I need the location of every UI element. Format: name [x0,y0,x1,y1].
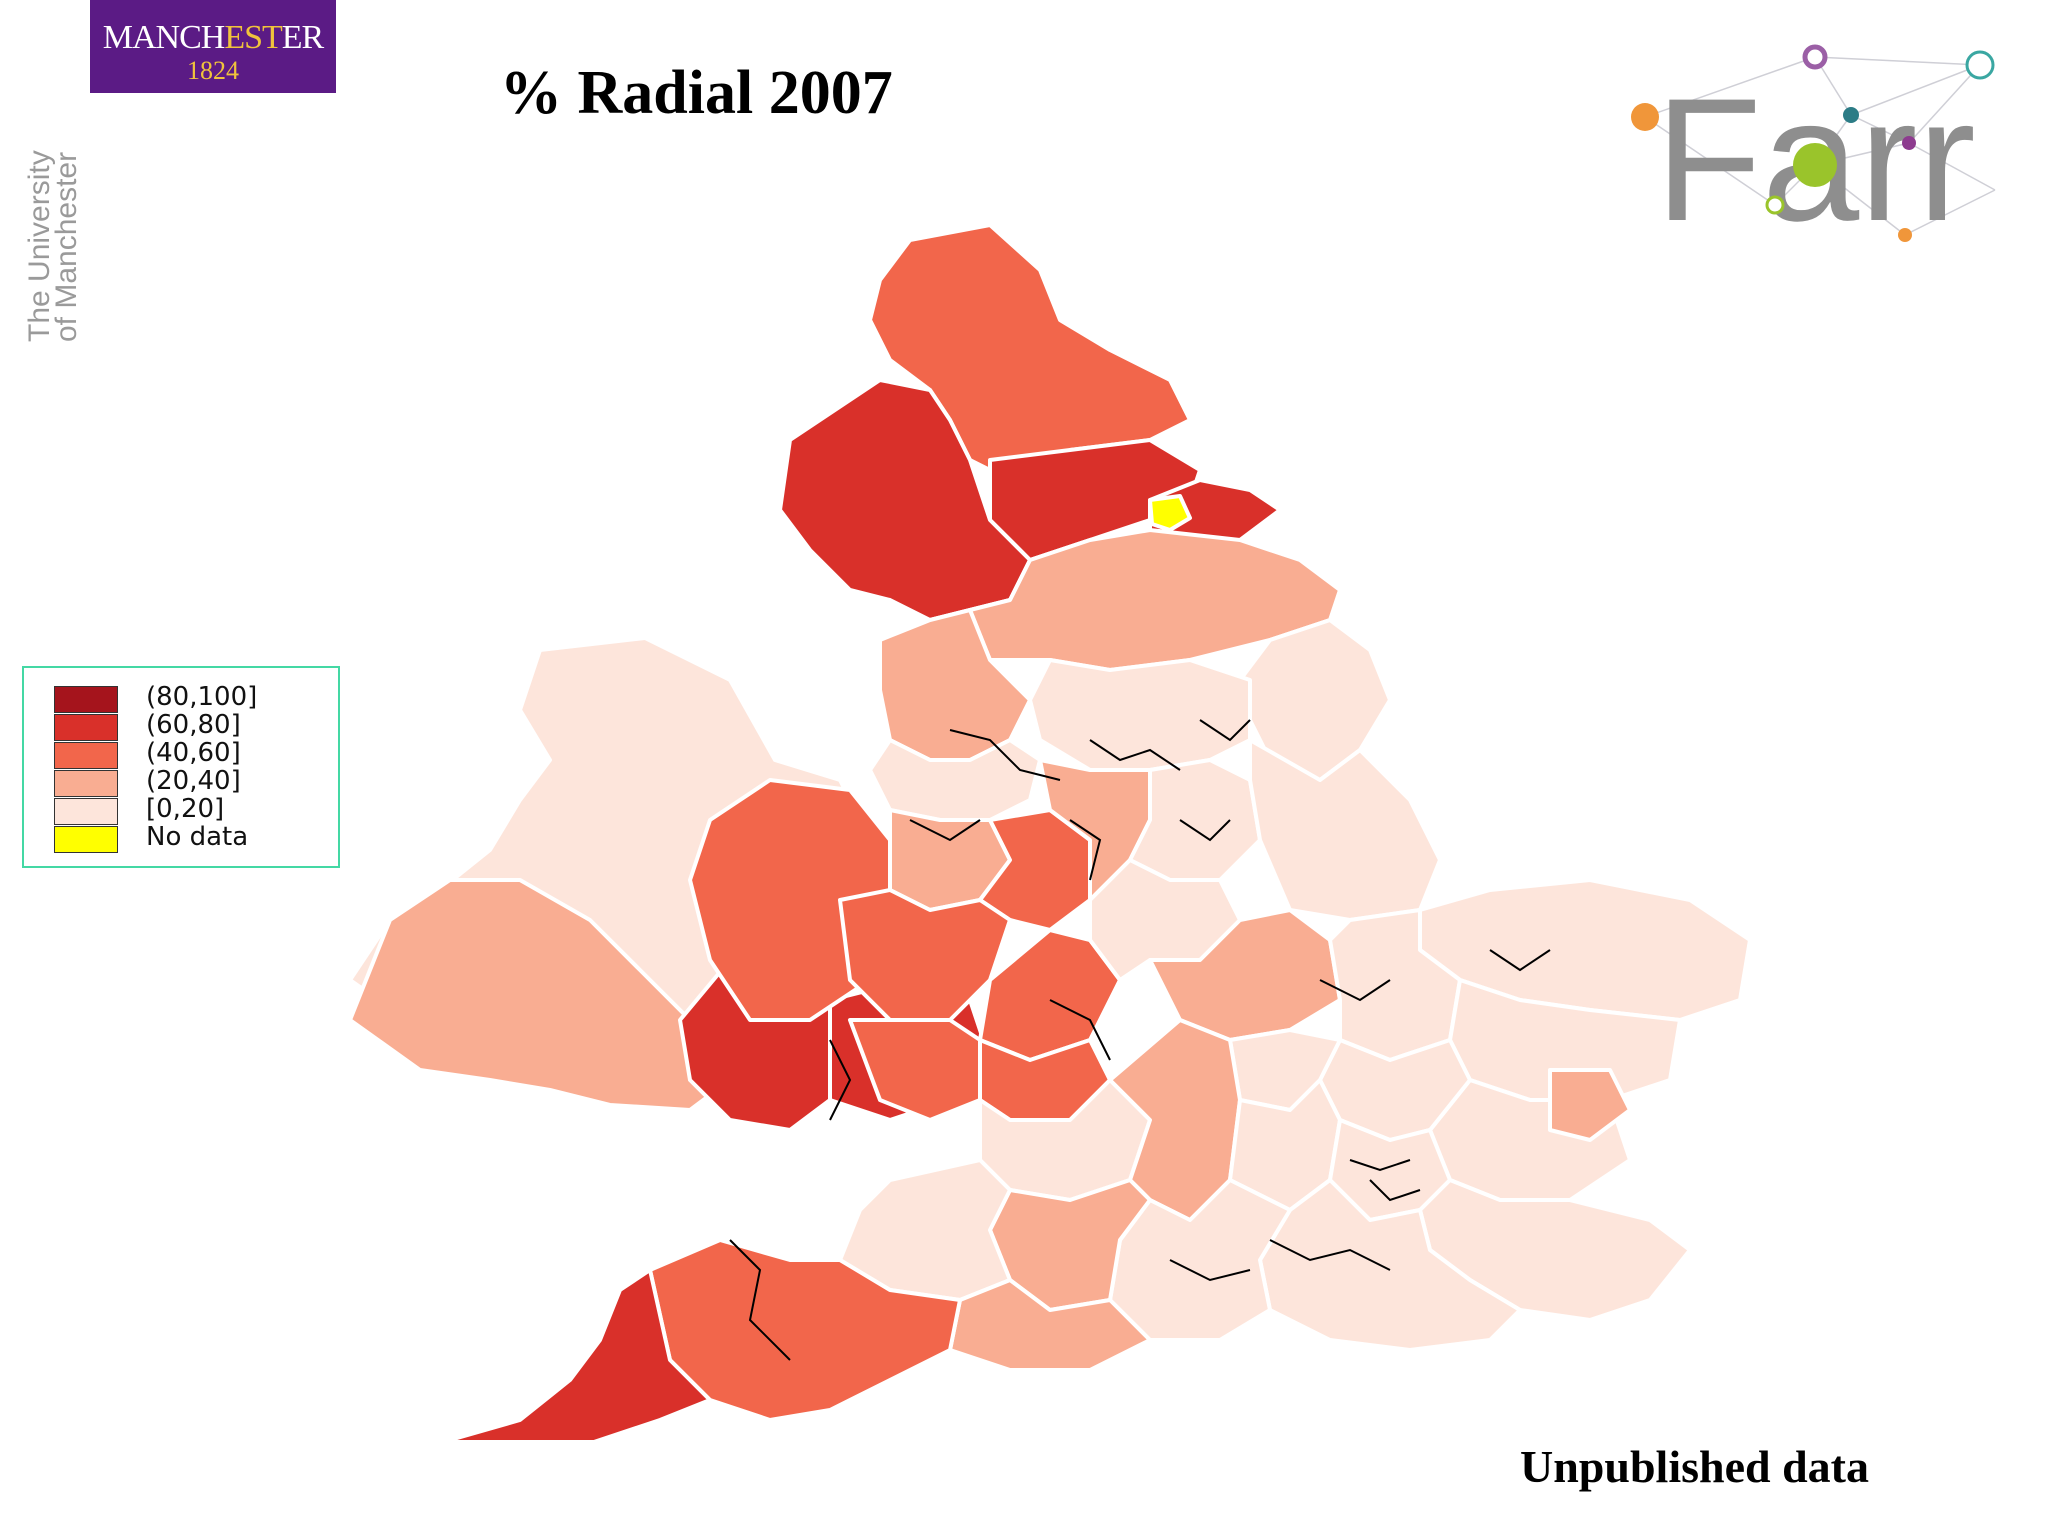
region-cornwall [444,1268,712,1440]
legend-label: No data [146,822,249,852]
university-of-manchester-logo: MANCHESTER 1824 [90,0,336,93]
legend-label: [0,20] [146,794,225,824]
region-dorset [948,1278,1152,1372]
map-legend: (80,100] (60,80] (40,60] (20,40] [0,20] … [22,666,340,868]
legend-swatch [54,770,118,797]
region-nottinghamshire [1128,758,1262,882]
legend-label: (80,100] [146,682,258,712]
region-shropshire [838,888,1012,1022]
legend-label: (20,40] [146,766,241,796]
legend-swatch [54,798,118,825]
region-greater-manchester [868,738,1042,822]
region-essex-east [1548,1068,1632,1142]
legend-swatch [54,714,118,741]
region-no-data [1148,494,1192,532]
local-boundaries [729,719,1551,1361]
farr-institute-logo: Farr [1631,44,1996,255]
legend-label: (40,60] [146,738,241,768]
map-title: % Radial 2007 [500,59,893,127]
legend-swatch [54,826,118,853]
unpublished-data-note: Unpublished data [1520,1441,1869,1492]
legend-label: (60,80] [146,710,241,740]
uom-logo-year: 1824 [187,56,239,85]
region-lincolnshire [1248,738,1442,922]
uom-side-text: The University of Manchester [23,150,83,342]
uom-logo-name: MANCHESTER [102,19,324,56]
england-wales-choropleth-map [348,223,1752,1440]
legend-swatch [54,742,118,769]
legend-swatch [54,686,118,713]
